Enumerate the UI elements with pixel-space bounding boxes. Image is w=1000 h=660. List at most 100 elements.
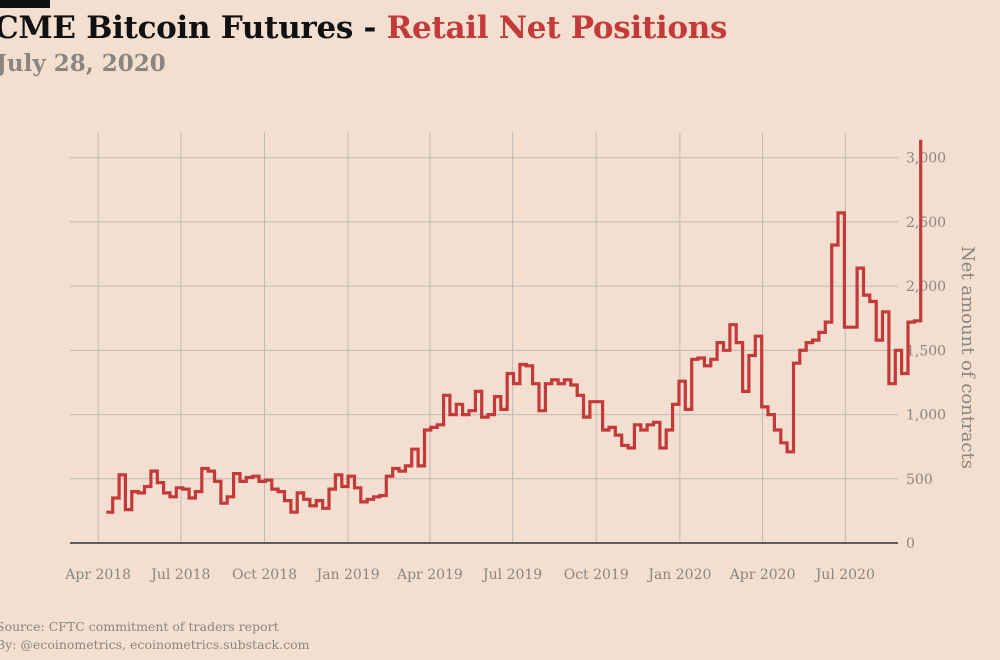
series-line (106, 139, 923, 514)
data-point (379, 494, 381, 496)
data-point (430, 426, 432, 428)
data-point (290, 511, 292, 513)
data-point (124, 508, 126, 510)
data-point (811, 339, 813, 341)
data-point (748, 354, 750, 356)
data-point (500, 408, 502, 410)
data-point (436, 424, 438, 426)
y-tick-label: 1,000 (906, 408, 946, 424)
data-point (493, 395, 495, 397)
x-tick-label: Jan 2020 (646, 567, 711, 583)
data-point (455, 403, 457, 405)
data-point (697, 357, 699, 359)
data-point (353, 487, 355, 489)
data-point (678, 380, 680, 382)
data-point (194, 490, 196, 492)
data-point (805, 341, 807, 343)
data-point (831, 244, 833, 246)
data-point (780, 442, 782, 444)
data-point (468, 410, 470, 412)
data-point (570, 384, 572, 386)
data-point (786, 451, 788, 453)
data-point (213, 480, 215, 482)
y-tick-label: 1,500 (906, 343, 946, 359)
chart-date: July 28, 2020 (0, 50, 166, 77)
data-point (881, 311, 883, 313)
data-point (315, 499, 317, 501)
data-point (640, 429, 642, 431)
data-point (665, 429, 667, 431)
data-point (105, 511, 107, 513)
y-tick-label: 500 (906, 472, 933, 488)
data-point (646, 424, 648, 426)
data-point (341, 485, 343, 487)
data-point (296, 492, 298, 494)
data-point (608, 426, 610, 428)
data-point (735, 341, 737, 343)
data-point (595, 401, 597, 403)
data-point (162, 492, 164, 494)
data-point (360, 501, 362, 503)
data-point (442, 394, 444, 396)
data-point (837, 212, 839, 214)
data-point (226, 496, 228, 498)
data-point (207, 470, 209, 472)
data-point (392, 467, 394, 469)
data-point (481, 416, 483, 418)
data-point (652, 421, 654, 423)
data-point (722, 349, 724, 351)
data-point (907, 321, 909, 323)
y-axis-label: Net amount of contracts (957, 246, 978, 469)
data-point (551, 379, 553, 381)
data-point (544, 383, 546, 385)
data-point (366, 498, 368, 500)
data-point (792, 362, 794, 364)
data-point (385, 475, 387, 477)
data-point (627, 447, 629, 449)
data-point (182, 488, 184, 490)
data-point (347, 475, 349, 477)
data-point (659, 447, 661, 449)
x-tick-label: Apr 2020 (729, 567, 796, 583)
data-point (691, 358, 693, 360)
data-point (322, 507, 324, 509)
data-point (729, 324, 731, 326)
data-point (411, 448, 413, 450)
data-point (862, 294, 864, 296)
data-point (258, 480, 260, 482)
data-point (328, 488, 330, 490)
data-point (754, 335, 756, 337)
y-tick-label: 2,500 (906, 215, 946, 231)
x-tick-label: Oct 2019 (564, 567, 629, 583)
x-tick-label: Jul 2018 (149, 567, 210, 583)
x-tick-label: Oct 2018 (232, 567, 297, 583)
data-point (271, 488, 273, 490)
chart-title: CME Bitcoin Futures - Retail Net Positio… (0, 10, 727, 46)
data-point (761, 406, 763, 408)
data-point (512, 383, 514, 385)
data-point (143, 485, 145, 487)
data-point (710, 358, 712, 360)
data-point (913, 320, 915, 322)
data-point (582, 416, 584, 418)
data-point (767, 413, 769, 415)
data-point (118, 474, 120, 476)
data-point (531, 383, 533, 385)
data-point (621, 444, 623, 446)
data-point (188, 497, 190, 499)
data-point (137, 492, 139, 494)
data-point (850, 326, 852, 328)
x-tick-label: Jul 2020 (814, 567, 875, 583)
data-point (169, 496, 171, 498)
data-point (201, 467, 203, 469)
data-point (474, 390, 476, 392)
data-point (239, 480, 241, 482)
data-point (309, 505, 311, 507)
data-point (869, 300, 871, 302)
data-point (264, 479, 266, 481)
y-tick-label: 0 (906, 536, 915, 552)
data-point (741, 390, 743, 392)
data-point (773, 429, 775, 431)
data-point (519, 363, 521, 365)
